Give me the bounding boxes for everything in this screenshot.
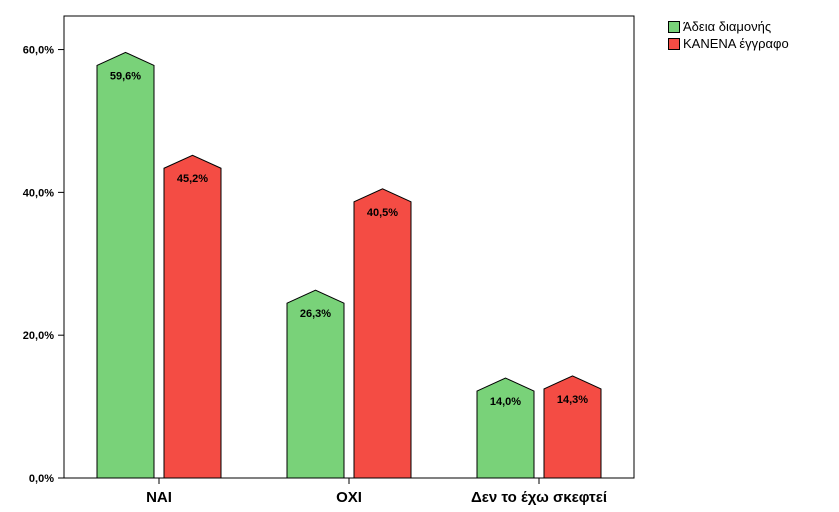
data-label: 40,5% <box>367 207 398 219</box>
y-tick-label: 20,0% <box>23 330 54 342</box>
data-label: 14,0% <box>490 396 521 408</box>
bar <box>353 188 412 479</box>
plot-frame <box>63 15 635 479</box>
legend-label: Άδεια διαμονής <box>683 19 772 34</box>
x-tick-label: ΟΧΙ <box>336 489 362 506</box>
data-label: 59,6% <box>110 70 141 82</box>
data-label: 26,3% <box>300 308 331 320</box>
bar <box>96 51 155 479</box>
y-tick-label: 60,0% <box>23 45 54 57</box>
legend-swatch-red <box>668 37 680 50</box>
x-tick-label: Δεν το έχω σκεφτεί <box>471 489 607 506</box>
legend-item-residence-permit: Άδεια διαμονής <box>668 18 789 35</box>
bar <box>476 377 535 479</box>
bar <box>163 154 222 479</box>
y-tick-label: 40,0% <box>23 187 54 199</box>
x-tick-label: ΝΑΙ <box>146 489 172 506</box>
legend-swatch-green <box>668 20 680 33</box>
legend-label: ΚΑΝΕΝΑ έγγραφο <box>683 36 789 51</box>
legend: Άδεια διαμονής ΚΑΝΕΝΑ έγγραφο <box>668 18 789 52</box>
x-axis: ΝΑΙ ΟΧΙ Δεν το έχω σκεφτεί <box>146 478 607 506</box>
y-tick-label: 0,0% <box>29 473 54 485</box>
y-axis: 0,0% 20,0% 40,0% 60,0% <box>23 45 64 485</box>
bars: 59,6% 45,2% 26,3% 40,5% 14,0% 14,3% <box>96 51 602 479</box>
bar <box>286 289 345 479</box>
data-label: 45,2% <box>177 173 208 185</box>
data-label: 14,3% <box>557 394 588 406</box>
legend-item-no-document: ΚΑΝΕΝΑ έγγραφο <box>668 35 789 52</box>
bar <box>543 375 602 479</box>
